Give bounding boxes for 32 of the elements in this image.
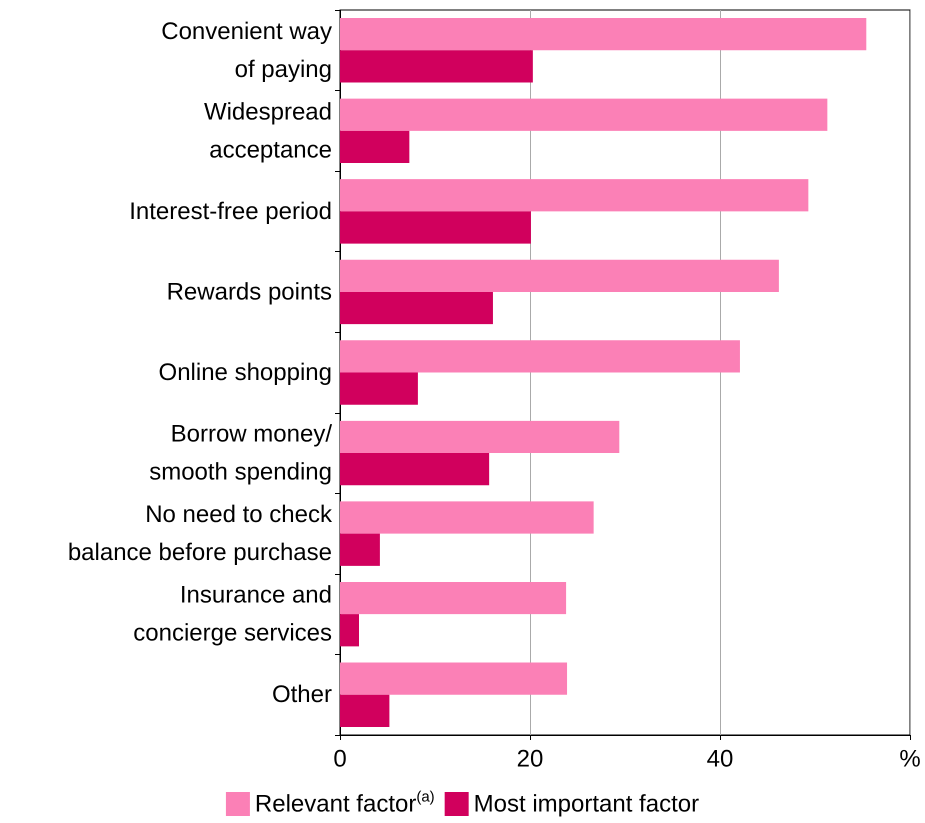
bar xyxy=(340,130,410,164)
y-tick-label: Rewards points xyxy=(166,278,332,306)
x-tick-label: 20 xyxy=(516,746,544,772)
bar xyxy=(340,179,808,212)
bar xyxy=(340,211,531,244)
bar xyxy=(340,694,390,727)
bar xyxy=(340,501,594,534)
y-tick-label: Insurance and concierge services xyxy=(133,582,332,647)
bar xyxy=(340,534,380,566)
bar xyxy=(340,340,740,372)
y-tick-label: Interest-free period xyxy=(129,198,332,225)
bar xyxy=(340,50,533,82)
bar xyxy=(340,372,418,405)
y-tick-label: No need to check balance before purchase xyxy=(68,501,333,566)
y-tick-label: Borrow money/ smooth spending xyxy=(149,420,332,486)
y-tick-label: Widespread acceptance xyxy=(204,98,332,164)
bar xyxy=(340,18,866,50)
x-tick-label: % xyxy=(899,746,921,772)
x-tick-label: 0 xyxy=(333,746,347,772)
bar xyxy=(340,98,828,131)
y-tick-label: Online shopping xyxy=(158,359,332,386)
bar xyxy=(340,292,493,324)
y-tick-label: Convenient way of paying xyxy=(161,18,332,83)
bar xyxy=(340,582,566,614)
bar xyxy=(340,614,359,646)
bar xyxy=(340,260,779,292)
legend-label: Most important factor xyxy=(474,790,700,818)
bar xyxy=(340,420,620,454)
bar xyxy=(340,453,490,486)
y-tick-label: Other xyxy=(272,681,332,708)
x-tick-label: 40 xyxy=(706,746,734,772)
bar xyxy=(340,662,568,695)
